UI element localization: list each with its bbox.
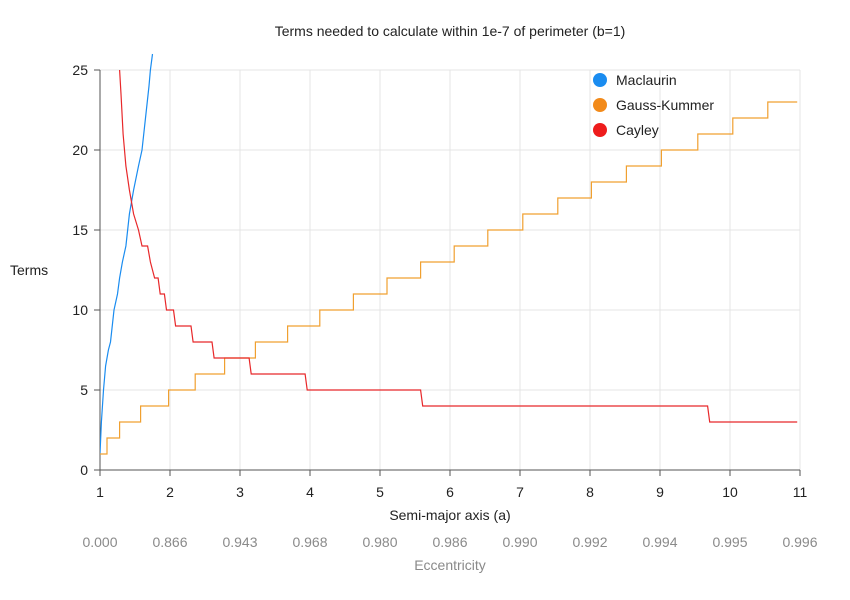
- y-axis-label: Terms: [10, 262, 48, 278]
- plot-area: [100, 53, 798, 455]
- x-axis-ticks: 1 2 3 4 5 6 7 8 9 10 11: [96, 484, 807, 500]
- eccentricity-tick-label: 0.990: [502, 534, 537, 550]
- x-tick-label: 6: [446, 484, 454, 500]
- eccentricity-tick-label: 0.000: [82, 534, 117, 550]
- chart-title: Terms needed to calculate within 1e-7 of…: [275, 23, 626, 39]
- series-line-gauss-kummer: [100, 101, 798, 455]
- eccentricity-tick-label: 0.866: [152, 534, 187, 550]
- y-tick-label: 15: [72, 222, 88, 238]
- eccentricity-tick-label: 0.996: [782, 534, 817, 550]
- x-tick-label: 4: [306, 484, 314, 500]
- x-tick-label: 1: [96, 484, 104, 500]
- y-tick-label: 20: [72, 142, 88, 158]
- eccentricity-axis-ticks: 0.000 0.866 0.943 0.968 0.980 0.986 0.990 0.992…: [82, 534, 817, 550]
- legend-marker: [593, 98, 607, 112]
- y-tick-label: 25: [72, 62, 88, 78]
- series-line-cayley: [119, 69, 798, 423]
- y-tick-label: 5: [80, 382, 88, 398]
- eccentricity-tick-label: 0.943: [222, 534, 257, 550]
- eccentricity-tick-label: 0.994: [642, 534, 677, 550]
- axes: [94, 69, 801, 476]
- x-tick-label: 10: [722, 484, 738, 500]
- eccentricity-tick-label: 0.986: [432, 534, 467, 550]
- x-tick-label: 9: [656, 484, 664, 500]
- series-line-maclaurin: [100, 53, 154, 455]
- x-tick-label: 11: [793, 484, 808, 500]
- eccentricity-tick-label: 0.980: [362, 534, 397, 550]
- y-tick-label: 0: [80, 462, 88, 478]
- x-tick-label: 7: [516, 484, 524, 500]
- eccentricity-tick-label: 0.968: [292, 534, 327, 550]
- legend-label: Gauss-Kummer: [616, 97, 714, 113]
- x-tick-label: 8: [586, 484, 594, 500]
- x-tick-label: 2: [166, 484, 174, 500]
- eccentricity-tick-label: 0.995: [712, 534, 747, 550]
- x-axis-label: Semi-major axis (a): [389, 507, 510, 523]
- legend-label: Maclaurin: [616, 72, 677, 88]
- legend: Maclaurin Gauss-Kummer Cayley: [593, 72, 714, 138]
- legend-marker: [593, 73, 607, 87]
- x-tick-label: 3: [236, 484, 244, 500]
- y-axis-ticks: 0 5 10 15 20 25: [72, 62, 88, 478]
- gridlines: [100, 69, 801, 470]
- legend-label: Cayley: [616, 122, 659, 138]
- legend-marker: [593, 123, 607, 137]
- eccentricity-axis-label: Eccentricity: [414, 557, 486, 573]
- y-tick-label: 10: [72, 302, 88, 318]
- eccentricity-tick-label: 0.992: [572, 534, 607, 550]
- x-tick-label: 5: [376, 484, 384, 500]
